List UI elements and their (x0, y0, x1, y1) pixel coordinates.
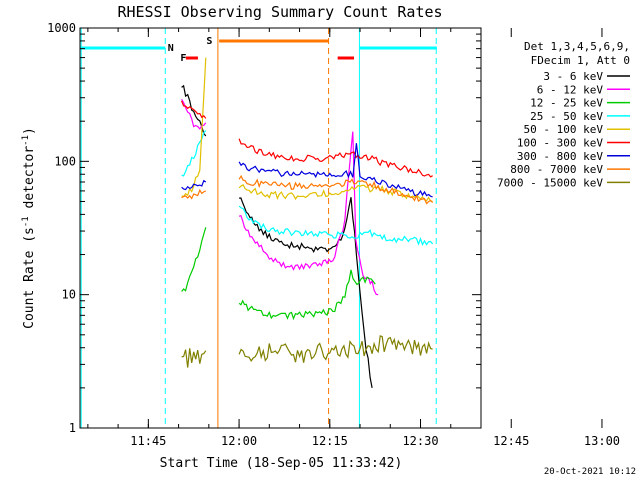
series-line-3-6-kev (239, 197, 373, 389)
series-line-50-100-kev (238, 183, 433, 203)
series-line-12-25-kev (238, 269, 376, 321)
x-tick-label: 13:00 (584, 434, 620, 448)
y-axis-label-part: detector (22, 146, 37, 217)
legend-label: 300 - 800 keV (517, 150, 603, 163)
plot-frame (79, 27, 482, 429)
observing-overlays: FN S (80, 28, 437, 428)
chart-title: RHESSI Observing Summary Count Rates (117, 3, 442, 21)
legend-label: 100 - 300 keV (517, 137, 603, 150)
y-tick-label: 100 (54, 154, 76, 168)
detector-info-line: Det 1,3,4,5,6,9, (524, 40, 630, 53)
x-tick-label: 12:15 (312, 434, 348, 448)
legend-label: 3 - 6 keV (543, 70, 603, 83)
series-line-800-7000-kev (238, 174, 434, 205)
series-line-100-300-kev (181, 100, 207, 119)
legend-label: 25 - 50 keV (530, 110, 603, 123)
y-tick-label: 1000 (47, 21, 76, 35)
series-line-6-12-kev (238, 131, 379, 296)
series-line-50-100-kev (181, 57, 207, 198)
flag-saa-label: S (206, 36, 212, 47)
x-tick-label: 12:30 (402, 434, 438, 448)
x-tick-label: 12:00 (221, 434, 257, 448)
flag-flare-label: F (180, 53, 186, 64)
legend-label: 6 - 12 keV (537, 83, 604, 96)
x-axis-ticks: 11:45 12:00 12:15 12:30 12:45 13:00 (87, 28, 620, 448)
legend-label: 800 - 7000 keV (510, 163, 603, 176)
plot-area: FN S (80, 28, 437, 428)
series-line-25-50-kev (238, 205, 434, 246)
footer-date: 20-Oct-2021 10:12 (544, 467, 636, 477)
series-line-100-300-kev (238, 138, 433, 178)
series-line-300-800-kev (238, 143, 433, 198)
series-line-12-25-kev (181, 227, 207, 292)
series-group (181, 57, 434, 389)
series-line-25-50-kev (181, 130, 207, 177)
x-tick-label: 12:45 (493, 434, 529, 448)
detector-info-line: FDecim 1, Att 0 (531, 54, 630, 67)
y-axis-label-sup: -1 (21, 135, 31, 146)
legend-label: 50 - 100 keV (524, 123, 604, 136)
legend-label: 12 - 25 keV (530, 97, 603, 110)
series-line-7000-15000-kev (181, 348, 207, 368)
x-axis-label: Start Time (18-Sep-05 11:33:42) (160, 456, 403, 471)
y-axis-label-part: ) (22, 127, 37, 135)
y-axis-label-sup: -1 (21, 216, 31, 227)
y-axis-label-part: Count Rate (s (22, 227, 37, 329)
y-tick-label: 1 (69, 421, 76, 435)
series-line-300-800-kev (181, 179, 207, 191)
y-axis-ticks: 1 10 100 1000 (47, 21, 481, 435)
y-tick-label: 10 (62, 288, 76, 302)
flag-night-label: N (168, 43, 174, 54)
series-line-800-7000-kev (181, 188, 207, 200)
legend-label: 7000 - 15000 keV (497, 176, 603, 189)
series-line-7000-15000-kev (238, 335, 433, 363)
x-tick-label: 11:45 (130, 434, 166, 448)
y-axis-label: Count Rate (s-1 detector-1) (21, 127, 37, 329)
